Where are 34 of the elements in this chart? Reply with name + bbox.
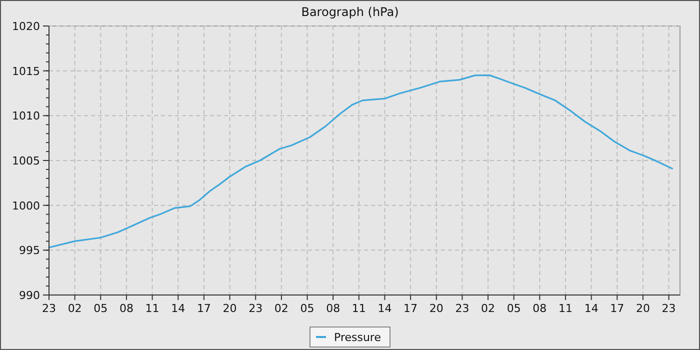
x-tick-label: 05: [300, 302, 314, 315]
chart-title: Barograph (hPa): [301, 5, 399, 19]
legend-label: Pressure: [334, 331, 382, 344]
x-tick-label: 17: [610, 302, 624, 315]
x-tick-label: 05: [94, 302, 108, 315]
x-tick-label: 17: [404, 302, 418, 315]
y-tick-label: 1015: [12, 64, 40, 78]
x-tick-label: 14: [584, 302, 598, 315]
x-tick-label: 14: [171, 302, 186, 315]
y-tick-label: 1020: [12, 20, 40, 33]
x-tick-label: 23: [248, 302, 263, 315]
x-tick-label: 02: [68, 302, 82, 315]
x-tick-label: 11: [352, 302, 366, 315]
x-tick-label: 17: [196, 302, 211, 315]
x-tick-label: 23: [662, 302, 676, 315]
x-tick-label: 23: [42, 302, 56, 315]
x-tick-label: 02: [481, 302, 496, 315]
x-tick-label: 11: [145, 302, 160, 315]
x-tick-label: 20: [222, 302, 237, 315]
y-tick-label: 1000: [12, 199, 40, 212]
y-tick-label: 1005: [12, 154, 40, 168]
x-tick-label: 11: [558, 302, 573, 315]
x-tick-label: 02: [274, 302, 288, 315]
y-tick-label: 995: [19, 244, 40, 258]
x-tick-label: 08: [326, 302, 340, 315]
x-tick-label: 08: [532, 302, 547, 315]
x-tick-label: 20: [429, 302, 444, 315]
x-tick-label: 14: [378, 302, 392, 315]
x-tick-label: 08: [119, 302, 134, 315]
x-tick-label: 23: [455, 302, 470, 315]
x-tick-label: 05: [506, 302, 521, 315]
x-tick-label: 20: [636, 302, 650, 315]
y-tick-label: 990: [19, 289, 40, 302]
y-tick-label: 1010: [12, 110, 40, 123]
